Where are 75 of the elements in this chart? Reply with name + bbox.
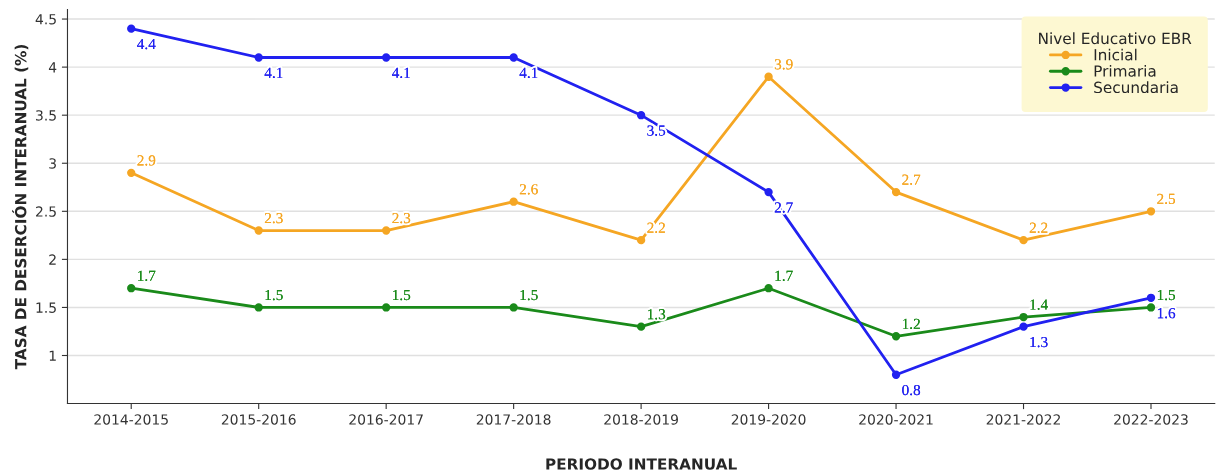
point [127, 284, 136, 293]
point [636, 111, 646, 120]
data-label: 1.2 [902, 318, 920, 330]
point [764, 284, 773, 293]
point [127, 168, 136, 178]
x-tick-label: 2020-2021 [859, 414, 933, 425]
point [1146, 303, 1156, 312]
data-label: 2.9 [137, 155, 156, 166]
point [509, 53, 518, 62]
point [891, 370, 901, 379]
data-label: 1.3 [1030, 336, 1048, 348]
data-label: 1.5 [520, 289, 538, 301]
point [254, 226, 263, 235]
data-label: 1.5 [393, 289, 411, 301]
x-tick-label: 2021-2022 [986, 414, 1060, 425]
point [891, 187, 901, 197]
x-tick-label: 2017-2018 [476, 414, 551, 425]
legend-label: Inicial [1094, 48, 1137, 61]
point [764, 187, 773, 197]
point [509, 303, 518, 312]
y-tick-label: 2.5 [36, 206, 56, 217]
legend-label: Secundaria [1094, 81, 1178, 94]
point [382, 303, 391, 312]
y-tick-label: 3 [49, 158, 56, 169]
data-label: 1.3 [648, 309, 666, 320]
point [127, 24, 136, 33]
point [1019, 312, 1028, 322]
point [382, 53, 391, 62]
x-tick-label: 2019-2020 [731, 414, 806, 425]
data-label: 1.5 [265, 289, 283, 301]
data-label: 2.6 [519, 184, 538, 195]
data-label: 1.5 [1157, 289, 1176, 301]
point [509, 197, 518, 206]
y-tick-label: 4 [48, 62, 57, 73]
point [1146, 207, 1156, 216]
data-label: 4.1 [392, 67, 410, 79]
point [1146, 293, 1156, 302]
point [764, 72, 773, 81]
y-tick-label: 4.5 [35, 14, 56, 25]
data-label: 4.1 [519, 67, 538, 79]
y-tick-label: 1.5 [36, 302, 56, 313]
legend-title: Nivel Educativo EBR [1039, 32, 1192, 45]
x-tick-label: 2015-2016 [221, 414, 296, 425]
data-label: 2.3 [264, 212, 283, 224]
x-tick-label: 2018-2019 [604, 414, 678, 425]
point [1019, 322, 1028, 331]
x-axis-title: PERIODO INTERANUAL [546, 458, 737, 470]
data-label: 4.4 [137, 38, 156, 50]
data-label: 1.7 [138, 270, 156, 281]
point [636, 235, 646, 245]
data-label: 2.7 [902, 174, 921, 185]
y-tick-label: 1 [49, 350, 56, 361]
data-label: 2.3 [392, 212, 411, 224]
data-label: 3.9 [774, 59, 793, 70]
y-tick-label: 2 [49, 254, 56, 265]
point [254, 303, 263, 312]
point [254, 53, 263, 62]
legend-label: Primaria [1094, 64, 1156, 77]
data-label: 1.4 [1030, 299, 1048, 310]
data-label: 2.2 [1029, 222, 1048, 233]
data-label: 2.5 [1157, 193, 1176, 205]
x-tick-label: 2016-2017 [349, 414, 423, 425]
point [1019, 235, 1028, 245]
y-tick-label: 3.5 [36, 110, 56, 121]
data-label: 1.7 [775, 270, 793, 281]
point [382, 226, 391, 235]
data-label: 4.1 [264, 67, 283, 79]
point [891, 332, 901, 341]
data-label: 0.8 [902, 384, 921, 396]
data-label: 3.5 [647, 125, 666, 136]
x-tick-label: 2022-2023 [1114, 414, 1188, 425]
data-label: 1.6 [1157, 308, 1176, 319]
point [636, 322, 646, 331]
y-axis-title: TASA DE DESERCIÓN INTERANUAL (%) [12, 44, 29, 370]
x-tick-label: 2014-2015 [94, 414, 168, 425]
